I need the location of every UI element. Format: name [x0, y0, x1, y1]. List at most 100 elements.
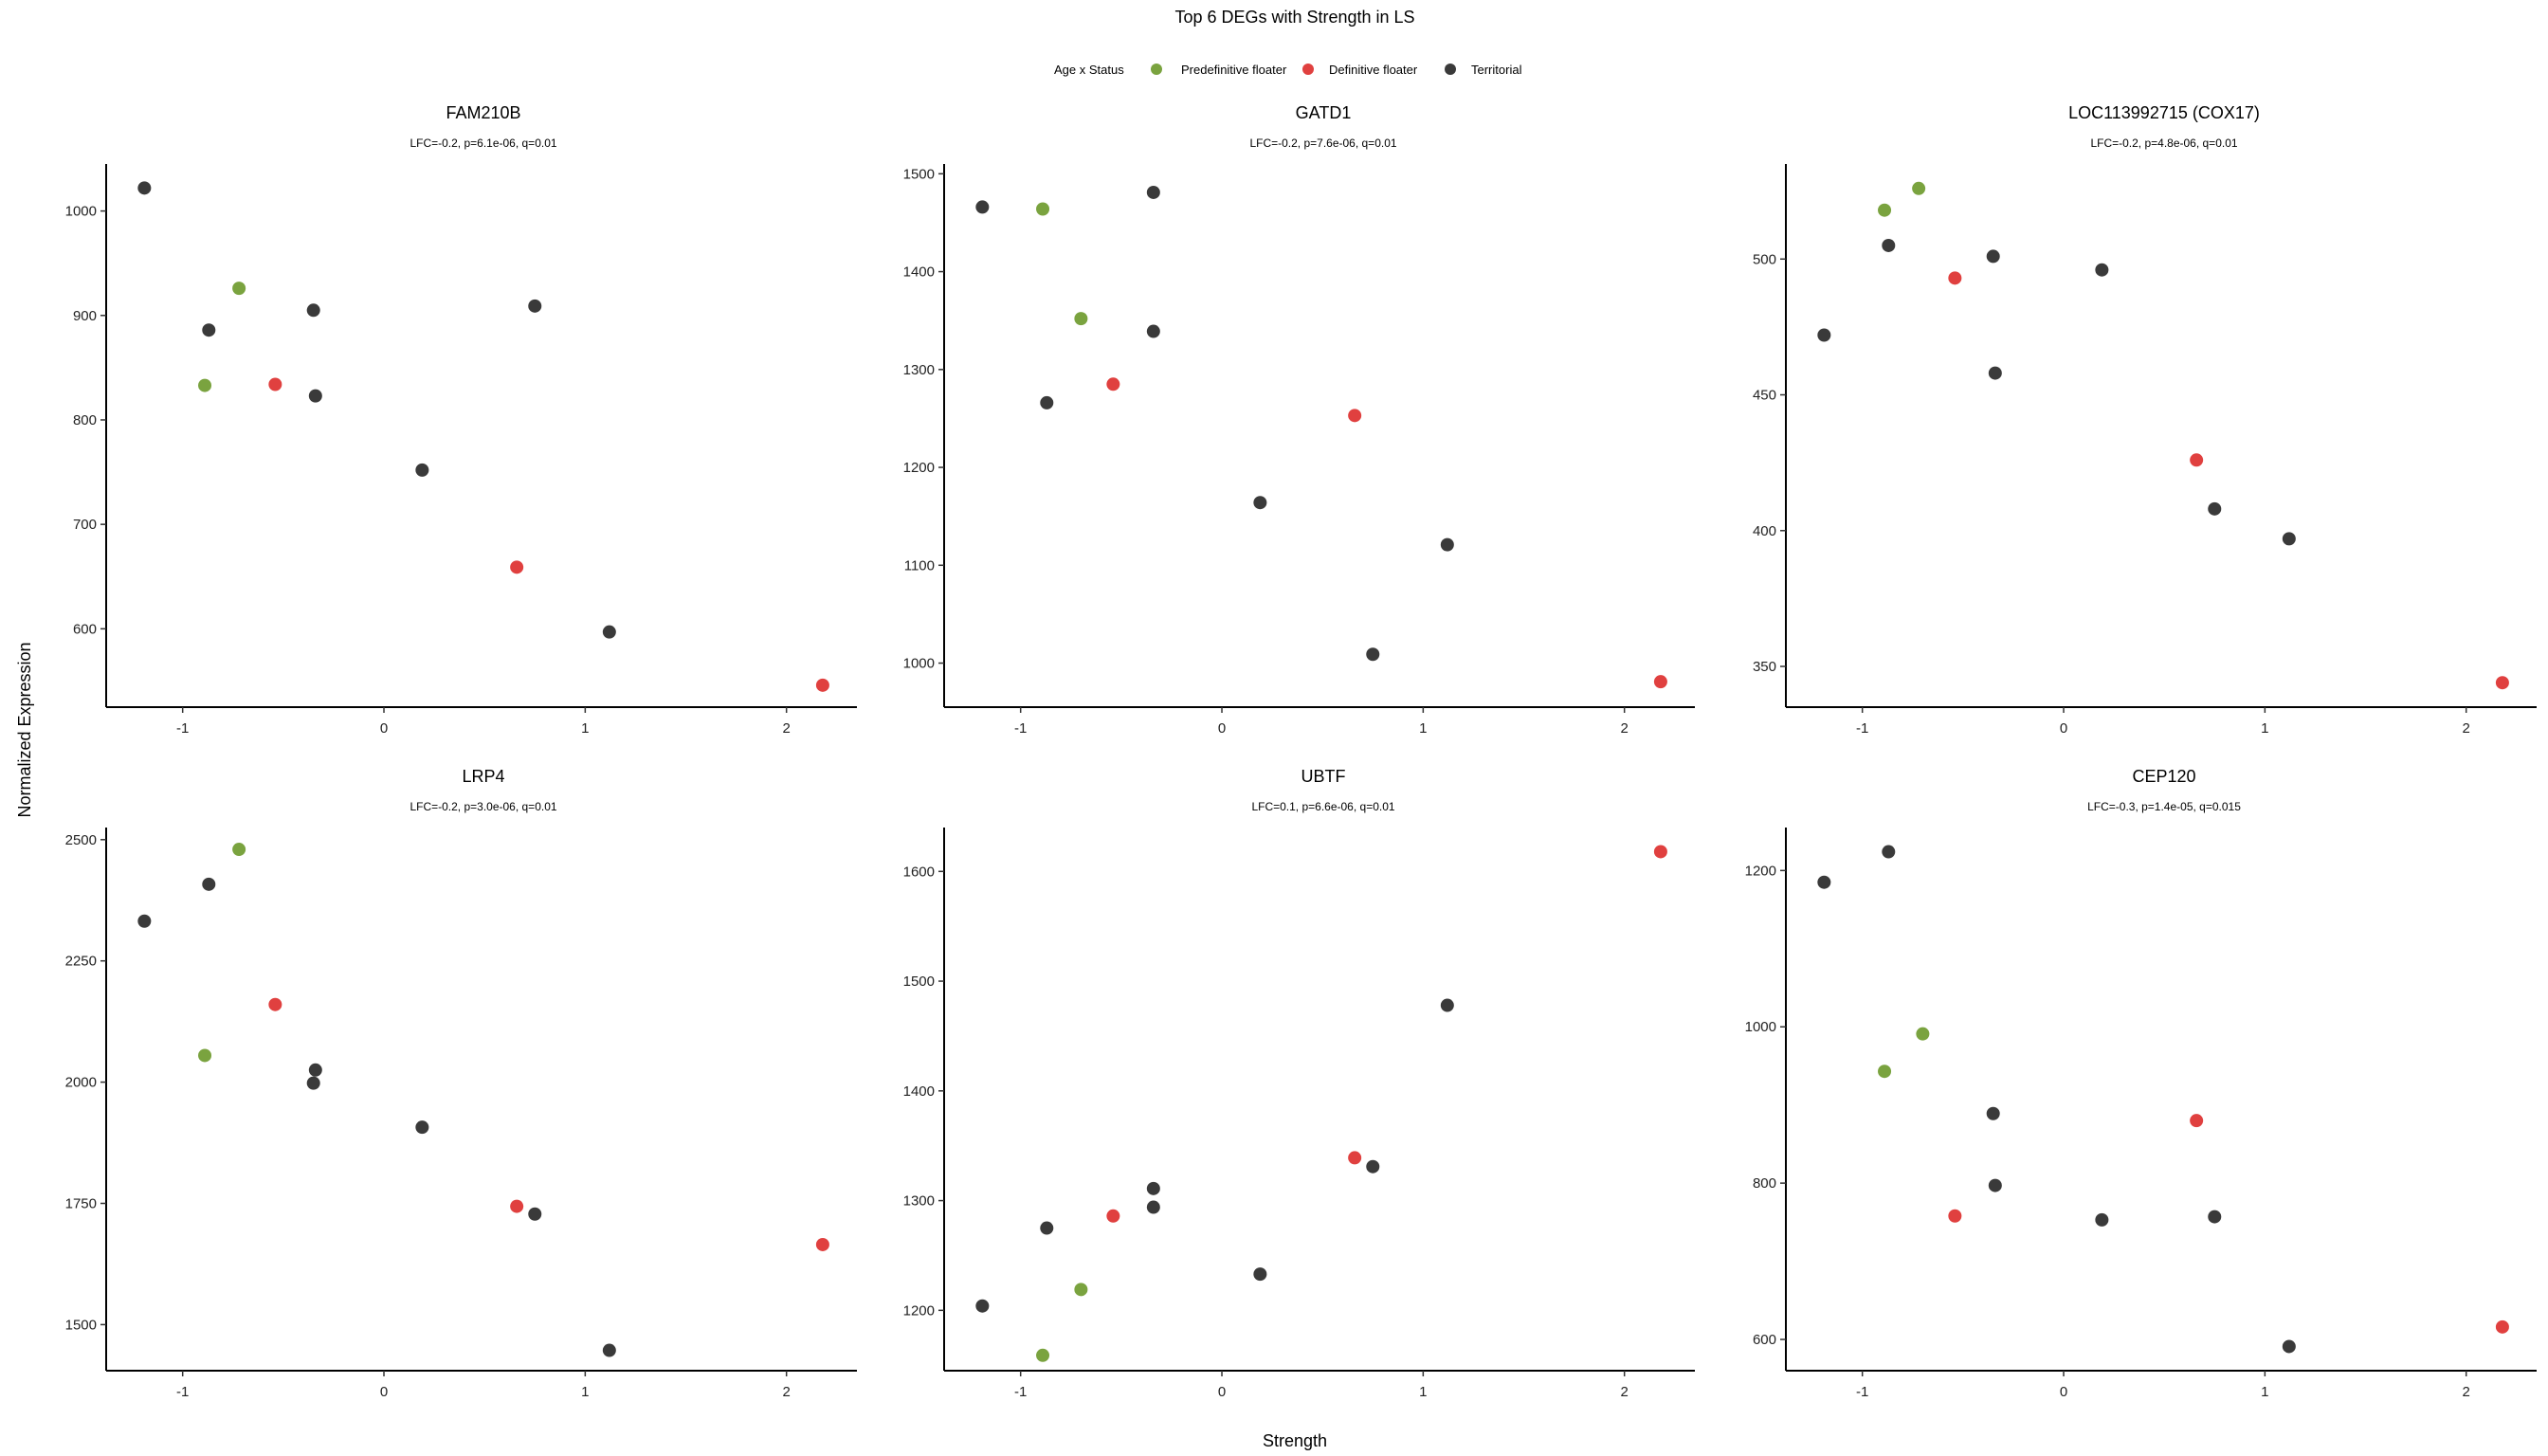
- x-tick-label: 2: [1621, 720, 1629, 737]
- data-point: [1440, 537, 1454, 552]
- data-point: [198, 1048, 212, 1063]
- y-tick-label: 1000: [903, 656, 935, 672]
- data-point: [2190, 1114, 2204, 1128]
- x-tick-label: 2: [783, 720, 791, 737]
- data-point: [1146, 1181, 1160, 1195]
- x-tick-label: 2: [2463, 720, 2470, 737]
- data-point: [1348, 409, 1362, 423]
- y-tick-label: 1400: [903, 264, 935, 281]
- data-point: [1074, 312, 1088, 326]
- x-tick-label: 0: [380, 1384, 388, 1400]
- data-point: [415, 463, 429, 477]
- data-point: [528, 1207, 542, 1221]
- legend-label: Definitive floater: [1329, 63, 1418, 77]
- x-tick-label: 2: [1621, 1384, 1629, 1400]
- x-tick-label: 1: [1419, 1384, 1427, 1400]
- panel-subtitle: LFC=-0.2, p=3.0e-06, q=0.01: [410, 800, 556, 813]
- data-point: [137, 914, 152, 928]
- panel-subtitle: LFC=-0.2, p=6.1e-06, q=0.01: [410, 136, 556, 150]
- y-tick-label: 500: [1753, 251, 1776, 267]
- panel-title: GATD1: [1296, 103, 1352, 122]
- data-point: [1040, 395, 1054, 410]
- x-tick-label: 1: [581, 1384, 589, 1400]
- data-point: [2095, 263, 2109, 277]
- y-tick-label: 800: [73, 412, 97, 428]
- x-tick-label: 0: [1218, 1384, 1226, 1400]
- legend-key: [1445, 64, 1456, 75]
- panel-title: LRP4: [462, 767, 504, 786]
- data-point: [1348, 1151, 1362, 1165]
- x-tick-label: 1: [1419, 720, 1427, 737]
- data-point: [268, 377, 282, 391]
- y-tick-label: 1000: [65, 204, 97, 220]
- panel: UBTF LFC=0.1, p=6.6e-06, q=0.01 1200 1300 14…: [903, 767, 1695, 1400]
- x-tick-label: 1: [581, 720, 589, 737]
- data-point: [1146, 324, 1160, 338]
- x-tick-label: -1: [1856, 1384, 1868, 1400]
- data-point: [1036, 202, 1050, 216]
- y-tick-label: 2250: [65, 954, 97, 970]
- data-point: [1366, 1159, 1380, 1174]
- y-tick-label: 400: [1753, 523, 1776, 539]
- x-tick-label: 2: [783, 1384, 791, 1400]
- data-point: [2282, 1339, 2296, 1354]
- data-point: [1882, 238, 1896, 252]
- x-tick-label: 0: [2060, 720, 2067, 737]
- data-point: [415, 1120, 429, 1135]
- data-point: [1440, 998, 1454, 1012]
- data-point: [137, 181, 152, 195]
- legend-label: Predefinitive floater: [1181, 63, 1287, 77]
- panel-subtitle: LFC=-0.3, p=1.4e-05, q=0.015: [2087, 800, 2241, 813]
- y-tick-label: 1100: [904, 557, 935, 573]
- data-point: [1040, 1221, 1054, 1235]
- data-point: [2208, 1210, 2222, 1224]
- data-point: [1653, 675, 1667, 689]
- data-point: [1817, 328, 1831, 342]
- y-axis-label: Normalized Expression: [15, 642, 34, 817]
- data-point: [306, 303, 320, 318]
- data-point: [1817, 875, 1831, 889]
- data-point: [1878, 203, 1892, 217]
- x-tick-label: 2: [2463, 1384, 2470, 1400]
- data-point: [815, 678, 829, 692]
- panel-title: LOC113992715 (COX17): [2068, 103, 2260, 122]
- data-point: [975, 200, 990, 214]
- data-point: [2282, 532, 2296, 546]
- data-point: [1988, 366, 2002, 380]
- panel-subtitle: LFC=0.1, p=6.6e-06, q=0.01: [1251, 800, 1394, 813]
- y-tick-label: 1500: [903, 974, 935, 990]
- y-tick-label: 1400: [903, 1083, 935, 1100]
- data-point: [306, 1076, 320, 1090]
- data-point: [2208, 501, 2222, 516]
- data-point: [815, 1237, 829, 1251]
- legend-title: Age x Status: [1054, 63, 1124, 77]
- panel-title: CEP120: [2132, 767, 2195, 786]
- data-point: [602, 1343, 616, 1357]
- data-point: [232, 843, 246, 857]
- data-point: [202, 877, 216, 891]
- data-point: [2495, 676, 2509, 690]
- data-point: [1653, 845, 1667, 859]
- data-point: [2095, 1212, 2109, 1227]
- y-tick-label: 600: [1753, 1332, 1776, 1348]
- data-point: [1146, 185, 1160, 199]
- panel: GATD1 LFC=-0.2, p=7.6e-06, q=0.01 1000 1100…: [903, 103, 1695, 737]
- data-point: [1036, 1348, 1050, 1362]
- data-point: [308, 389, 322, 403]
- panel-subtitle: LFC=-0.2, p=7.6e-06, q=0.01: [1249, 136, 1396, 150]
- y-tick-label: 350: [1753, 659, 1776, 675]
- data-point: [268, 997, 282, 1011]
- y-tick-label: 1000: [1745, 1019, 1776, 1035]
- data-point: [1916, 1027, 1930, 1041]
- data-point: [1988, 1178, 2002, 1192]
- data-point: [202, 323, 216, 337]
- panel-title: UBTF: [1301, 767, 1346, 786]
- data-point: [1366, 647, 1380, 662]
- y-tick-label: 700: [73, 517, 97, 533]
- y-tick-label: 1200: [1745, 863, 1776, 879]
- data-point: [1106, 377, 1120, 391]
- x-tick-label: -1: [176, 720, 189, 737]
- panel: LOC113992715 (COX17) LFC=-0.2, p=4.8e-06,…: [1753, 103, 2537, 737]
- data-point: [1253, 496, 1267, 510]
- x-tick-label: 0: [380, 720, 388, 737]
